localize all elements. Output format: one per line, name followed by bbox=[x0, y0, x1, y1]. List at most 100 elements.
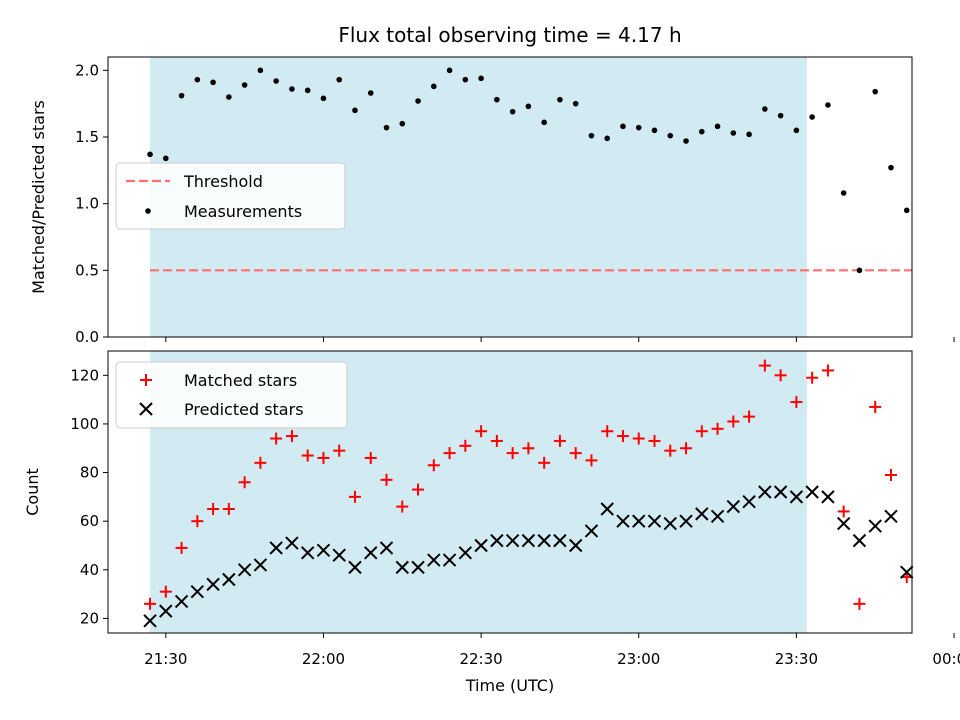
measurement-point-4 bbox=[210, 79, 216, 86]
bottom-y-tick-label-5: 120 bbox=[70, 366, 99, 384]
predicted-point-24 bbox=[521, 533, 536, 548]
x-b bbox=[868, 519, 882, 533]
measurement-point-25 bbox=[541, 119, 547, 126]
measurement-point-33 bbox=[667, 132, 674, 139]
predicted-point-2 bbox=[174, 594, 189, 609]
matched-point-12 bbox=[333, 444, 346, 457]
measurement-point-18 bbox=[431, 83, 437, 90]
measurement-point-23 bbox=[509, 108, 516, 115]
measurement-point-43 bbox=[825, 102, 831, 108]
measurement-point-37 bbox=[730, 130, 737, 136]
matched-point-16 bbox=[396, 500, 409, 513]
predicted-point-44 bbox=[836, 516, 851, 531]
top-plot-frame bbox=[107, 56, 913, 338]
predicted-point-6 bbox=[237, 563, 252, 577]
matched-point-14 bbox=[364, 451, 377, 464]
matched-point-6 bbox=[238, 476, 251, 489]
matched-point-8 bbox=[270, 432, 283, 445]
predicted-point-9 bbox=[285, 536, 299, 550]
x-b bbox=[332, 548, 346, 562]
x-b bbox=[379, 541, 394, 555]
bottom-legend-box bbox=[115, 361, 348, 429]
top-legend: Threshold Measurements bbox=[115, 162, 346, 230]
predicted-point-46 bbox=[868, 519, 882, 533]
predicted-point-26 bbox=[553, 533, 567, 548]
matched-point-38 bbox=[743, 410, 756, 423]
x-b bbox=[852, 533, 867, 548]
matched-point-25 bbox=[538, 456, 551, 469]
x-b bbox=[300, 546, 315, 560]
x-tick-label-0: 21:30 bbox=[144, 650, 187, 668]
predicted-point-19 bbox=[442, 553, 457, 567]
matched-point-28 bbox=[585, 454, 598, 467]
predicted-point-15 bbox=[379, 541, 394, 555]
measurement-point-46 bbox=[872, 88, 879, 95]
measurement-point-26 bbox=[557, 96, 563, 103]
measurement-point-30 bbox=[620, 123, 626, 130]
x-b bbox=[348, 560, 362, 575]
measurement-point-21 bbox=[478, 75, 484, 82]
matched-point-1 bbox=[159, 585, 172, 598]
predicted-point-18 bbox=[427, 553, 441, 567]
matched-point-13 bbox=[348, 490, 361, 503]
x-b bbox=[474, 538, 488, 553]
top-y-tick-label-3: 1.5 bbox=[75, 128, 99, 146]
matched-point-32 bbox=[648, 434, 661, 447]
measurement-point-10 bbox=[304, 87, 311, 94]
measurement-point-45 bbox=[856, 267, 863, 274]
measurement-point-19 bbox=[446, 67, 453, 74]
predicted-point-29 bbox=[600, 502, 614, 516]
predicted-point-40 bbox=[773, 485, 788, 499]
measurement-point-28 bbox=[588, 132, 595, 139]
x-b bbox=[143, 614, 157, 628]
predicted-point-38 bbox=[742, 495, 756, 509]
matched-point-47 bbox=[884, 468, 897, 481]
predicted-point-20 bbox=[458, 546, 473, 560]
x-b bbox=[222, 572, 236, 587]
predicted-point-1 bbox=[159, 604, 173, 618]
measurement-point-13 bbox=[352, 107, 358, 114]
x-b bbox=[490, 533, 504, 548]
matched-point-21 bbox=[475, 425, 488, 438]
chart-title: Flux total observing time = 4.17 h bbox=[338, 23, 681, 47]
matched-point-30 bbox=[616, 430, 629, 443]
predicted-point-39 bbox=[758, 485, 772, 499]
matched-point-0 bbox=[144, 597, 157, 610]
measurement-point-11 bbox=[320, 95, 327, 102]
measurement-point-16 bbox=[399, 120, 406, 127]
legend-matched-swatch bbox=[140, 374, 152, 386]
x-b bbox=[537, 533, 551, 548]
x-b bbox=[758, 485, 772, 499]
predicted-point-23 bbox=[505, 533, 520, 548]
matched-point-34 bbox=[680, 442, 693, 455]
matched-point-5 bbox=[222, 503, 235, 516]
measurement-point-40 bbox=[777, 112, 784, 119]
x-b bbox=[269, 541, 283, 555]
x-b bbox=[773, 485, 788, 499]
matched-point-23 bbox=[506, 447, 519, 460]
matched-point-41 bbox=[790, 396, 803, 409]
x-b bbox=[679, 514, 693, 528]
predicted-point-30 bbox=[616, 514, 630, 528]
x-b bbox=[159, 604, 173, 618]
bottom-plot-frame bbox=[107, 350, 913, 634]
top-y-tick-label-0: 0.0 bbox=[75, 328, 99, 346]
predicted-point-16 bbox=[395, 560, 409, 575]
predicted-point-14 bbox=[364, 546, 378, 560]
predicted-point-17 bbox=[411, 560, 425, 575]
measurement-point-5 bbox=[226, 94, 232, 100]
bottom-y-tick-label-3: 80 bbox=[80, 464, 99, 482]
x-b bbox=[584, 524, 599, 538]
matched-point-3 bbox=[191, 515, 204, 528]
matched-point-40 bbox=[774, 369, 787, 382]
x-b bbox=[521, 533, 536, 548]
matched-point-33 bbox=[664, 444, 677, 457]
measurement-point-12 bbox=[336, 76, 343, 83]
x-b bbox=[695, 507, 709, 521]
matched-point-42 bbox=[806, 371, 819, 384]
predicted-point-7 bbox=[253, 558, 268, 572]
top-y-tick-label-1: 0.5 bbox=[75, 261, 99, 279]
legend-measurement-label: Measurements bbox=[184, 202, 302, 221]
matched-point-9 bbox=[285, 430, 298, 443]
measurement-point-38 bbox=[746, 131, 752, 138]
